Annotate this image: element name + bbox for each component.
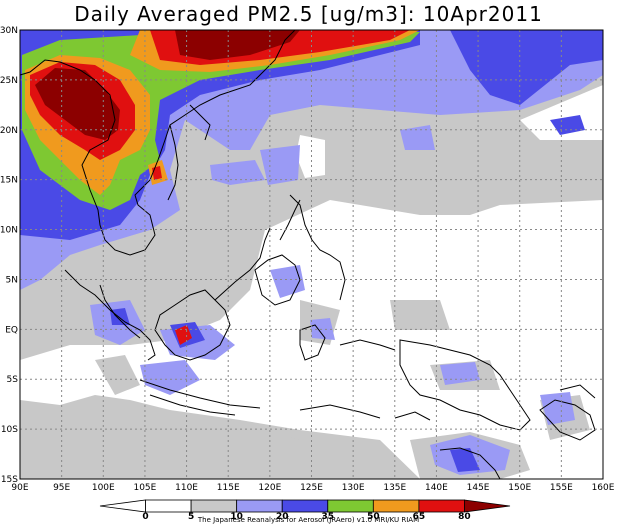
latitude-label: 10S <box>1 425 18 435</box>
colorbar-swatch <box>327 499 374 513</box>
longitude-label: 145E <box>467 483 490 493</box>
coastlines <box>20 30 596 479</box>
longitude-labels: 90E 95E 100E 105E 110E 115E 120E 125E 130E 135E 14… <box>11 483 614 493</box>
latitude-label: 20N <box>0 126 18 136</box>
credit-text: The Japanese Reanalysis for Aerosol (JRA… <box>197 516 420 524</box>
longitude-label: 150E <box>508 483 531 493</box>
latitude-label: 15N <box>0 176 18 186</box>
longitude-label: 155E <box>550 483 573 493</box>
longitude-label: 125E <box>300 483 323 493</box>
colorbar-level-label: 80 <box>458 512 471 522</box>
colorbar-level-label: 35 <box>322 512 335 522</box>
longitude-label: 130E <box>342 483 365 493</box>
latitude-label: 5N <box>6 275 18 285</box>
colorbar-level-label: 10 <box>230 512 243 522</box>
latitude-label: 30N <box>0 26 18 36</box>
colorbar-swatch <box>372 499 420 513</box>
longitude-label: 140E <box>425 483 448 493</box>
graticule <box>20 30 603 479</box>
longitude-label: 115E <box>217 483 240 493</box>
longitude-label: 105E <box>133 483 156 493</box>
colorbar-swatch <box>281 499 329 513</box>
latitude-label: EQ <box>5 325 18 335</box>
longitude-label: 90E <box>11 483 28 493</box>
colorbar-level-label: 0 <box>142 512 148 522</box>
colorbar-level-label: 65 <box>413 512 426 522</box>
longitude-label: 100E <box>92 483 115 493</box>
latitude-labels: 30N 25N 20N 15N 10N 5N EQ 5S 10S 15S <box>0 26 18 485</box>
longitude-label: 95E <box>53 483 70 493</box>
colorbar-level-label: 50 <box>367 512 380 522</box>
colorbar: 0 5 10 20 35 50 65 80 <box>99 499 511 522</box>
longitude-label: 160E <box>592 483 615 493</box>
latitude-label: 5S <box>7 375 19 385</box>
colorbar-swatch <box>236 499 283 513</box>
colorbar-swatch <box>464 499 511 513</box>
latitude-label: 15S <box>1 475 18 485</box>
latitude-label: 10N <box>0 226 18 236</box>
colorbar-swatch <box>190 499 238 513</box>
colorbar-level-label: 20 <box>276 512 289 522</box>
latitude-label: 25N <box>0 76 18 86</box>
longitude-label: 110E <box>175 483 198 493</box>
colorbar-swatch <box>99 499 146 513</box>
longitude-label: 135E <box>383 483 406 493</box>
map-frame <box>19 29 604 480</box>
longitude-label: 120E <box>258 483 281 493</box>
colorbar-swatch <box>145 499 192 513</box>
concentration-field <box>20 30 603 479</box>
colorbar-level-label: 5 <box>188 512 194 522</box>
map-title: Daily Averaged PM2.5 [ug/m3]: 10Apr2011 <box>74 2 543 26</box>
colorbar-swatch <box>418 499 465 513</box>
